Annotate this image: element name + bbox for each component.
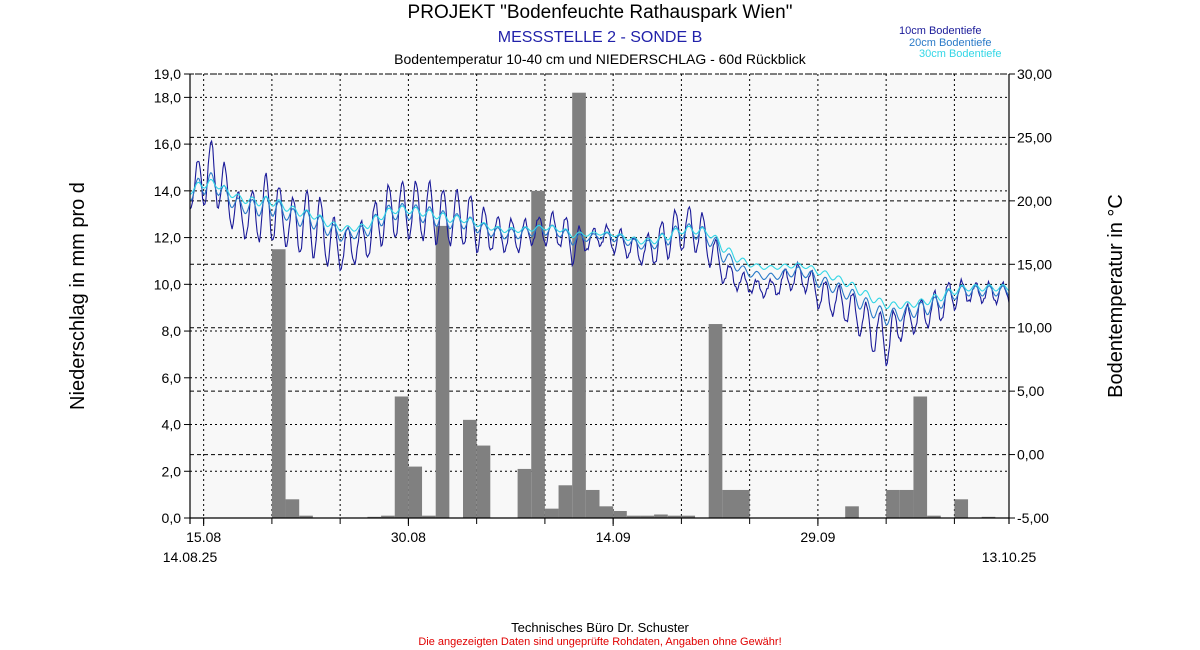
precipitation-bar: [381, 515, 395, 518]
x-tick-label: 15.08: [186, 529, 221, 545]
y-tick-label-right: 25,00: [1017, 129, 1052, 145]
y-tick-label-left: 18,0: [154, 89, 181, 105]
precipitation-bar: [708, 324, 723, 518]
series-line-10cm: [189, 139, 1010, 367]
x-tick-label: 29.09: [800, 529, 835, 545]
y-tick-label-left: 10,0: [154, 276, 181, 292]
axes: [184, 73, 1015, 526]
precipitation-bar: [626, 515, 641, 518]
y-axis-left-label: Niederschlag in mm pro d: [67, 182, 89, 410]
precipitation-bar: [654, 514, 668, 518]
precipitation-bar: [435, 225, 450, 519]
y-tick-label-right: 10,00: [1017, 320, 1052, 336]
precipitation-bar: [544, 508, 559, 518]
x-tick-label: 30.08: [391, 529, 426, 545]
legend-entry-30cm: 30cm Bodentiefe: [919, 48, 1002, 60]
precipitation-bar: [913, 396, 928, 518]
precipitation-bar: [408, 466, 423, 518]
precipitation-bar: [558, 485, 573, 518]
precipitation-bar: [886, 489, 900, 518]
precipitation-bar: [271, 249, 286, 518]
x-end-label: 13.10.25: [982, 549, 1037, 565]
precipitation-bar: [640, 515, 655, 518]
precipitation-bar: [613, 510, 627, 518]
y-tick-label-left: 4,0: [162, 417, 182, 433]
y-axis-right-label: Bodentemperatur in °C: [1105, 194, 1127, 398]
y-tick-label-right: 20,00: [1017, 193, 1052, 209]
y-tick-label-left: 8,0: [162, 323, 182, 339]
y-tick-label-right: 5,00: [1017, 383, 1044, 399]
precipitation-bar: [572, 92, 586, 519]
y-tick-label-left: 2,0: [162, 463, 182, 479]
x-start-label: 14.08.25: [163, 549, 218, 565]
precipitation-bar: [599, 506, 614, 518]
precipitation-bar: [954, 499, 969, 518]
series-line-30cm: [189, 178, 1010, 310]
precipitation-bar: [899, 489, 914, 518]
precipitation-bar: [476, 445, 491, 518]
y-tick-label-left: 19,0: [154, 66, 181, 82]
precipitation-bar: [722, 489, 736, 518]
precipitation-bar: [681, 515, 696, 518]
temperature-series: [189, 139, 1010, 367]
footer-credit: Technisches Büro Dr. Schuster: [511, 620, 689, 635]
y-tick-label-left: 14,0: [154, 183, 181, 199]
y-tick-label-right: 0,00: [1017, 447, 1044, 463]
precipitation-bar: [285, 499, 300, 518]
precipitation-bar: [422, 515, 436, 518]
x-tick-label: 14.09: [596, 529, 631, 545]
y-tick-label-left: 0,0: [162, 510, 182, 526]
series-line-20cm: [189, 172, 1010, 326]
y-tick-label-left: 12,0: [154, 230, 181, 246]
chart-subtitle: MESSSTELLE 2 - SONDE B: [497, 29, 703, 46]
precipitation-bar: [585, 489, 600, 518]
tick-labels: 0,0 2,0 4,0 6,0 8,0 10,0 12,0 14,0 16,0 18,0 19,0 -…: [154, 66, 1052, 565]
y-tick-label-right: -5,00: [1017, 510, 1049, 526]
y-tick-label-right: 15,00: [1017, 256, 1052, 272]
y-tick-label-left: 16,0: [154, 136, 181, 152]
precipitation-bars: [271, 92, 996, 519]
precipitation-bar: [927, 515, 941, 518]
legend-entry-20cm: 20cm Bodentiefe: [909, 37, 992, 49]
footer-disclaimer: Die angezeigten Daten sind ungeprüfte Ro…: [418, 636, 782, 648]
y-tick-label-left: 6,0: [162, 370, 182, 386]
precipitation-bar: [845, 506, 859, 518]
precipitation-bar: [517, 468, 532, 518]
precipitation-bar: [736, 489, 750, 518]
y-tick-label-right: 30,00: [1017, 66, 1052, 82]
precipitation-bar: [394, 396, 409, 518]
legend-entry-10cm: 10cm Bodentiefe: [899, 25, 982, 37]
precipitation-bar: [531, 190, 545, 518]
plot-area: [190, 74, 1009, 518]
precipitation-bar: [463, 419, 477, 518]
precipitation-bar: [667, 515, 682, 518]
chart-title: PROJEKT "Bodenfeuchte Rathauspark Wien": [407, 2, 793, 23]
precipitation-bar: [299, 515, 313, 518]
chart-subtitle-2: Bodentemperatur 10-40 cm und NIEDERSCHLA…: [394, 51, 806, 67]
